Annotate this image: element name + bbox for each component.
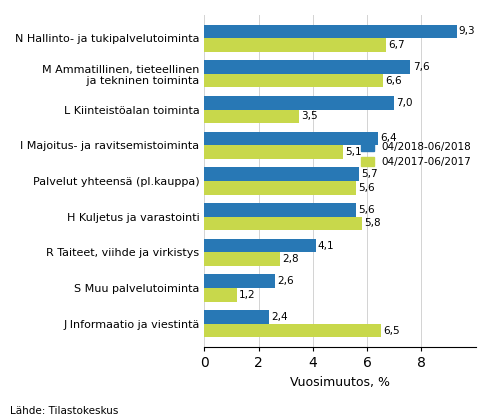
Bar	[205, 203, 356, 217]
Bar	[205, 25, 457, 38]
Bar	[205, 167, 359, 181]
Text: 2,8: 2,8	[282, 254, 299, 264]
Text: 5,8: 5,8	[364, 218, 381, 228]
Bar	[205, 239, 316, 253]
Text: 7,0: 7,0	[396, 98, 413, 108]
Bar	[205, 74, 384, 87]
Text: 6,5: 6,5	[383, 325, 399, 336]
Bar	[205, 275, 275, 288]
Text: 5,1: 5,1	[345, 147, 361, 157]
Text: 6,4: 6,4	[380, 134, 397, 144]
X-axis label: Vuosimuutos, %: Vuosimuutos, %	[290, 376, 390, 389]
Bar	[205, 38, 386, 52]
Bar	[205, 60, 411, 74]
Text: 5,6: 5,6	[358, 205, 375, 215]
Bar	[205, 132, 378, 145]
Bar	[205, 310, 270, 324]
Bar	[205, 109, 299, 123]
Text: 2,6: 2,6	[277, 276, 294, 286]
Bar	[205, 324, 381, 337]
Bar	[205, 181, 356, 195]
Text: 5,6: 5,6	[358, 183, 375, 193]
Text: 4,1: 4,1	[317, 240, 334, 250]
Text: Lähde: Tilastokeskus: Lähde: Tilastokeskus	[10, 406, 118, 416]
Text: 6,7: 6,7	[388, 40, 405, 50]
Text: 9,3: 9,3	[459, 27, 475, 37]
Text: 1,2: 1,2	[239, 290, 256, 300]
Bar	[205, 96, 394, 109]
Bar	[205, 253, 281, 266]
Bar	[205, 288, 237, 302]
Text: 3,5: 3,5	[301, 111, 318, 121]
Bar	[205, 145, 343, 159]
Legend: 04/2018-06/2018, 04/2017-06/2017: 04/2018-06/2018, 04/2017-06/2017	[357, 137, 476, 171]
Bar	[205, 217, 362, 230]
Text: 5,7: 5,7	[361, 169, 378, 179]
Text: 7,6: 7,6	[413, 62, 429, 72]
Text: 6,6: 6,6	[386, 76, 402, 86]
Text: 2,4: 2,4	[272, 312, 288, 322]
